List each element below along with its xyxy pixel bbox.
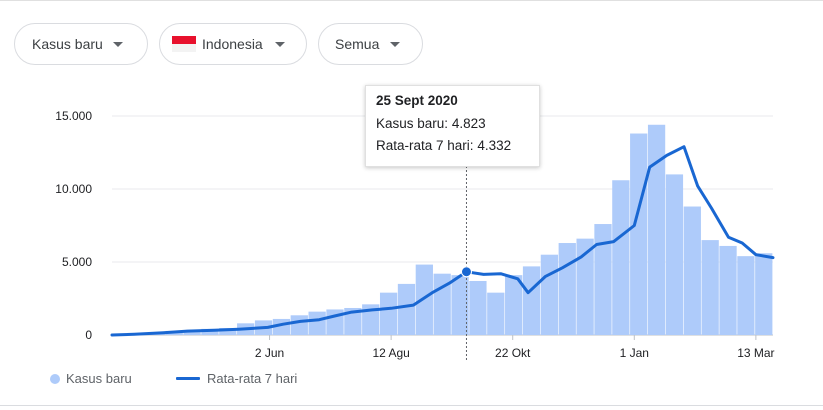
country-dropdown[interactable]: Indonesia: [159, 23, 307, 65]
hover-marker-layer: [460, 166, 472, 362]
legend-average-label: Rata-rata 7 hari: [207, 371, 298, 386]
tooltip-date: 25 Sept 2020: [376, 93, 458, 108]
case-bar: [469, 280, 487, 335]
y-tick-label: 0: [85, 328, 92, 342]
y-tick-label: 5.000: [62, 255, 92, 269]
case-bar: [379, 292, 398, 335]
case-bar: [290, 315, 308, 335]
case-bar: [737, 256, 755, 335]
cases-bars: [112, 124, 773, 335]
case-type-label: Kasus baru: [32, 36, 103, 52]
case-bar: [647, 124, 666, 335]
case-bar: [344, 307, 362, 335]
case-bar: [594, 224, 612, 335]
indonesia-flag-icon: [172, 32, 196, 56]
tooltip-average-label: Rata-rata 7 hari: [376, 138, 470, 153]
x-tick-label: 22 Okt: [495, 346, 531, 360]
case-bar: [219, 327, 237, 335]
tooltip-cases-row: Kasus baru: 4.823: [376, 116, 486, 131]
case-bar: [487, 292, 505, 335]
case-bar: [576, 238, 594, 335]
time-range-label: Semua: [335, 36, 380, 52]
case-bar: [612, 180, 630, 335]
case-bar: [415, 264, 433, 335]
y-tick-label: 15.000: [55, 109, 92, 123]
case-bar: [183, 330, 201, 335]
average-line-layer: [110, 145, 775, 337]
case-bar: [397, 283, 416, 335]
case-bar: [505, 275, 523, 335]
case-bar: [683, 206, 701, 335]
legend-cases-label: Kasus baru: [66, 371, 132, 386]
case-bar: [665, 174, 684, 335]
legend-item-cases[interactable]: Kasus baru: [50, 371, 132, 386]
tooltip-average-value: 4.332: [477, 138, 512, 153]
chevron-down-icon: [112, 41, 123, 47]
legend-line-icon: [176, 377, 200, 380]
chevron-down-icon: [274, 41, 285, 47]
case-bar: [719, 245, 737, 335]
top-divider: [0, 0, 823, 1]
x-tick-label: 2 Jun: [255, 346, 284, 360]
chevron-down-icon: [390, 41, 401, 47]
tooltip-cases-label: Kasus baru: [376, 116, 445, 131]
x-tick-label: 12 Agu: [372, 346, 409, 360]
chart-tooltip: 25 Sept 2020 Kasus baru: 4.823 Rata-rata…: [365, 85, 540, 167]
country-label: Indonesia: [202, 36, 263, 52]
time-range-dropdown[interactable]: Semua: [318, 23, 423, 65]
axis-labels: 0 5.000 10.000 15.000 2 Jun 12 Agu 22 Okt 1 Jan…: [55, 109, 774, 360]
case-bar: [630, 133, 648, 335]
case-bar: [308, 311, 326, 335]
case-bar: [755, 253, 773, 335]
legend-dot-icon: [50, 373, 60, 384]
case-bar: [540, 254, 559, 335]
legend-item-average[interactable]: Rata-rata 7 hari: [176, 371, 297, 386]
y-tick-label: 10.000: [55, 182, 92, 196]
x-tick-label: 13 Mar: [737, 346, 774, 360]
case-type-dropdown[interactable]: Kasus baru: [14, 23, 148, 65]
case-bar: [522, 266, 541, 335]
case-bar: [558, 243, 576, 335]
case-bar: [451, 275, 469, 335]
case-bar: [701, 240, 719, 335]
bottom-divider: [0, 405, 823, 406]
tooltip-average-row: Rata-rata 7 hari: 4.332: [376, 138, 512, 153]
average-line: [110, 145, 775, 337]
tooltip-cases-value: 4.823: [451, 116, 486, 131]
x-tick-label: 1 Jan: [620, 346, 649, 360]
hover-point: [460, 266, 472, 278]
